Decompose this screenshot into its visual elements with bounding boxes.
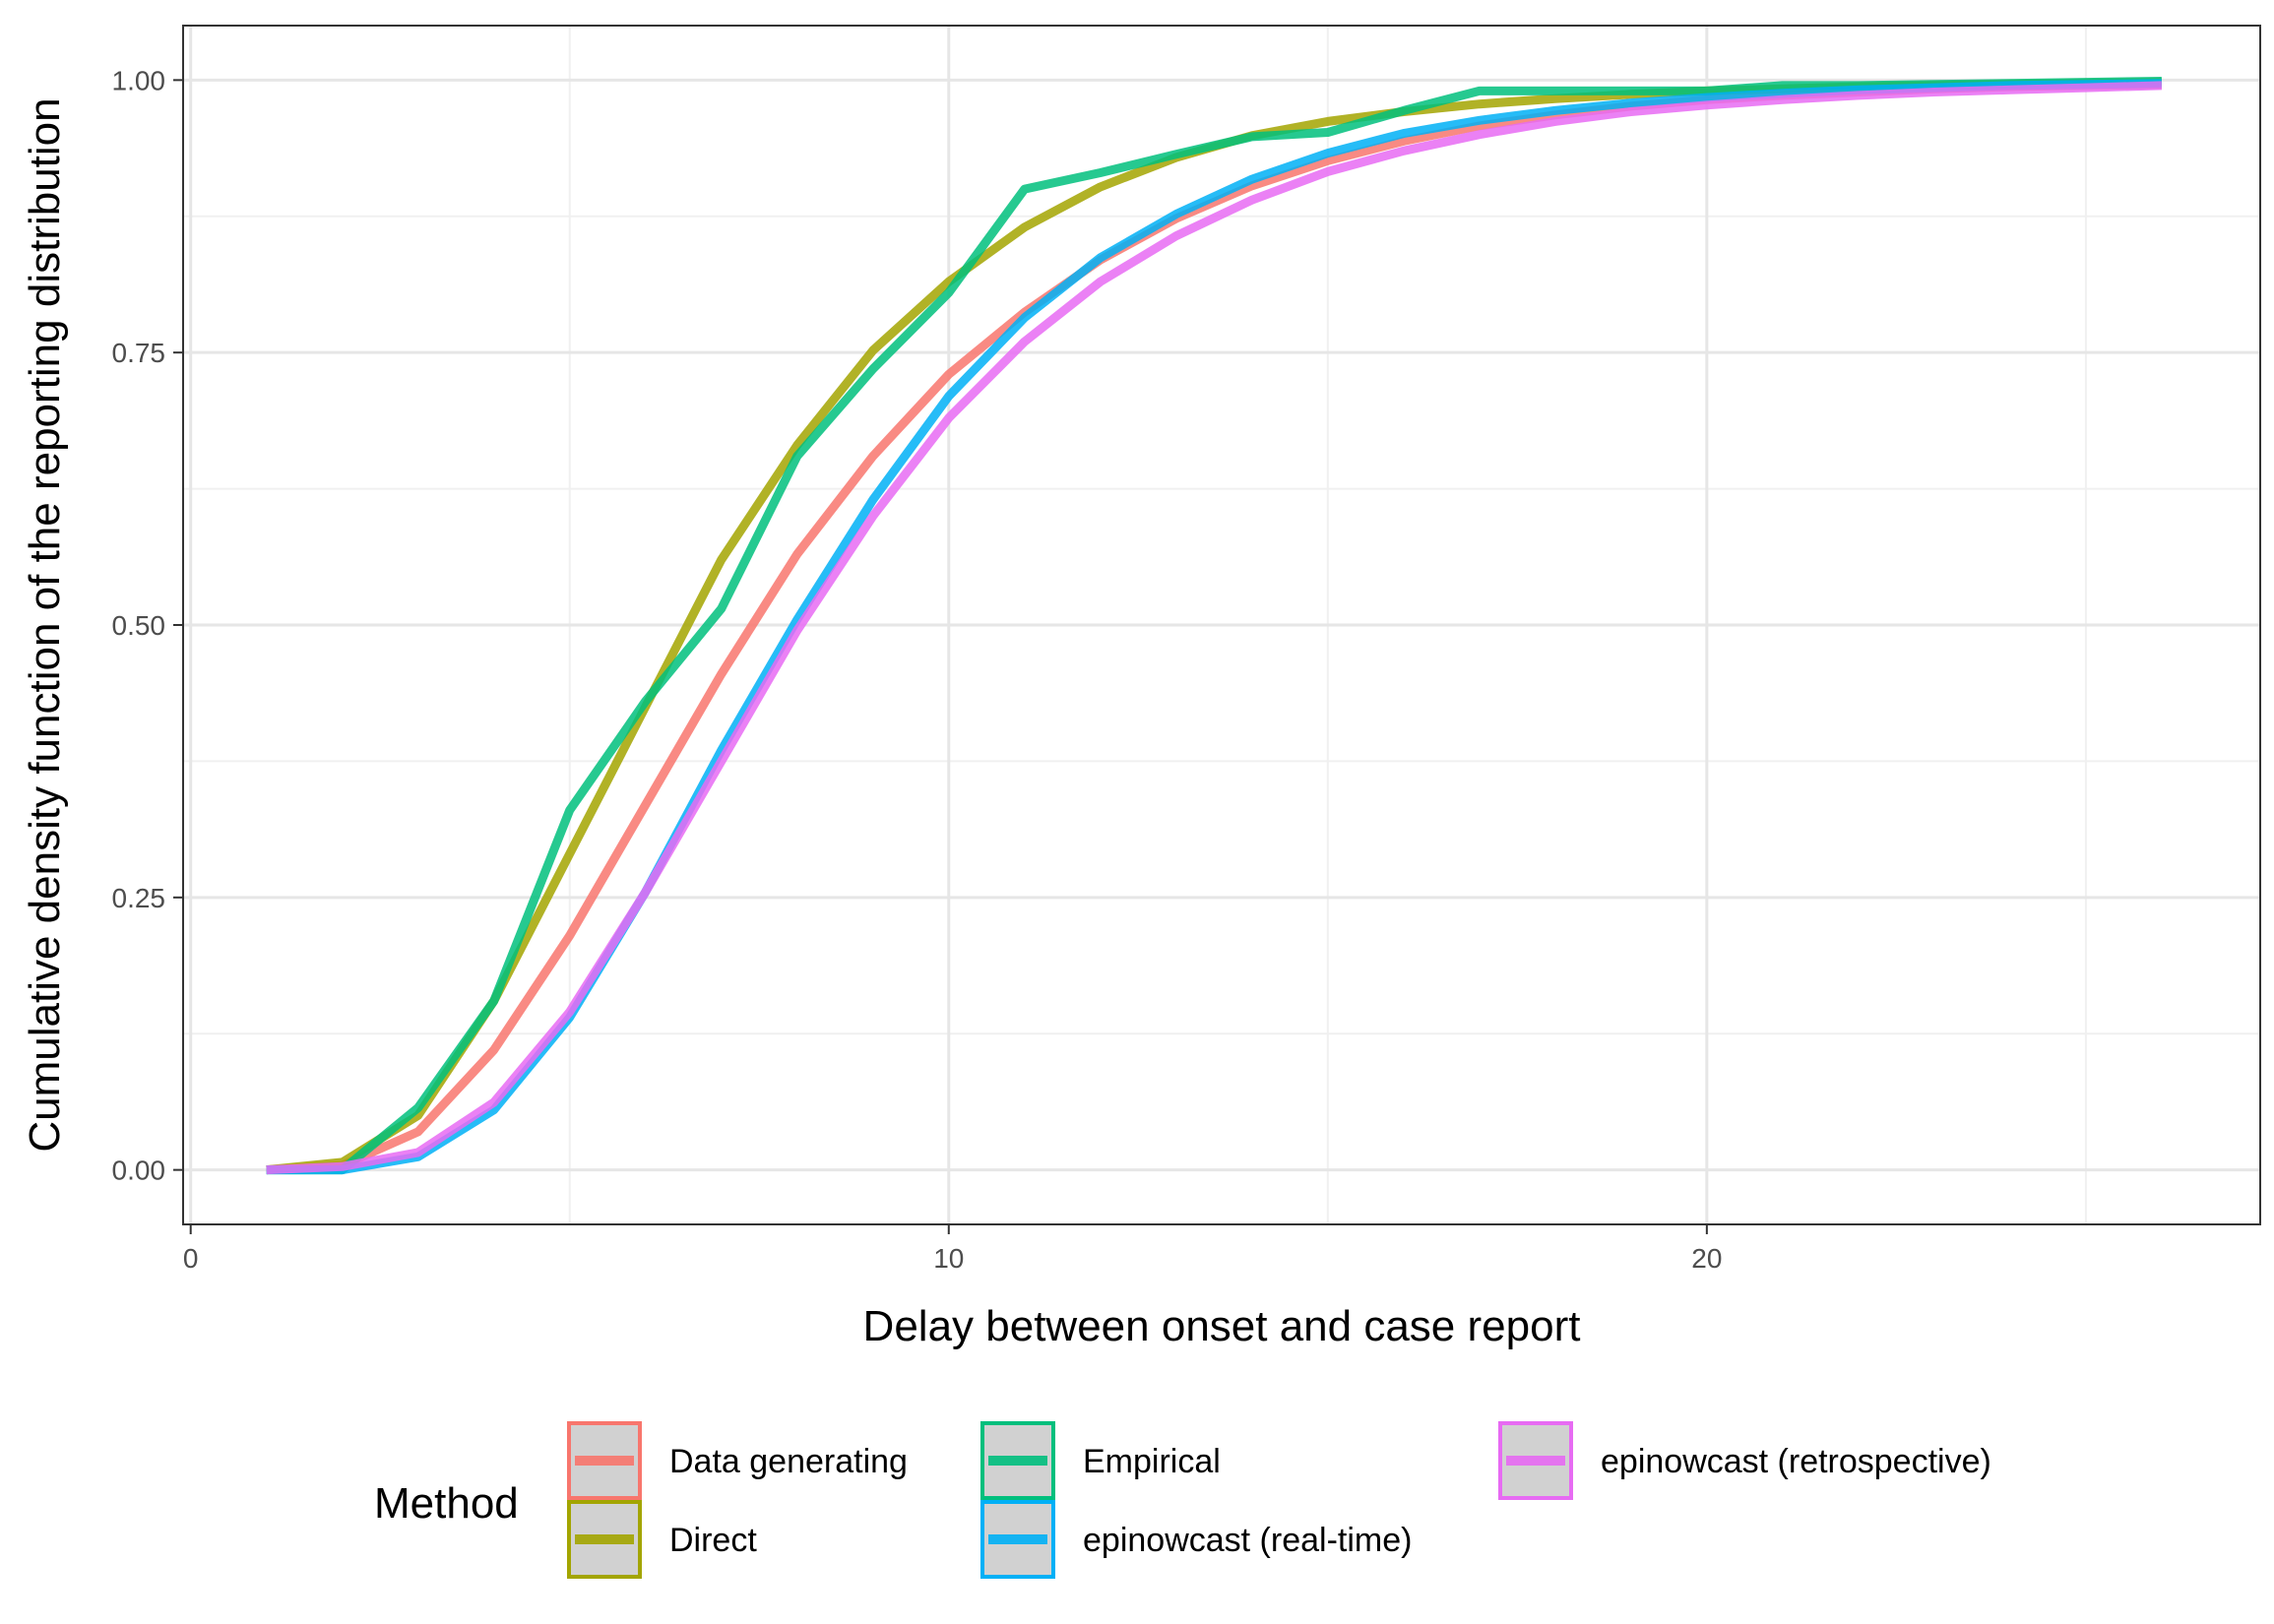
major-gridlines bbox=[183, 26, 2260, 1224]
y-tick-label: 1.00 bbox=[112, 65, 166, 95]
y-tick-labels: 0.00 0.25 0.50 0.75 1.00 bbox=[112, 65, 166, 1185]
legend-label: epinowcast (real-time) bbox=[1083, 1522, 1412, 1559]
x-tick-label: 10 bbox=[933, 1243, 964, 1274]
legend-item-epinowcast-retrospective: epinowcast (retrospective) bbox=[1498, 1421, 1991, 1500]
legend-item-data-generating: Data generating bbox=[567, 1421, 908, 1500]
y-tick-label: 0.25 bbox=[112, 883, 166, 913]
legend: Method Data generating Direct Empirical epi… bbox=[374, 1421, 1991, 1579]
legend-label: Direct bbox=[669, 1522, 757, 1559]
legend-item-direct: Direct bbox=[567, 1500, 757, 1579]
y-tick-label: 0.50 bbox=[112, 610, 166, 641]
x-tick-labels: 0 10 20 bbox=[183, 1243, 1723, 1274]
series-line-epinowcast-retrospective bbox=[266, 81, 2163, 1175]
y-tick-label: 0.00 bbox=[112, 1156, 166, 1186]
y-axis-title: Cumulative density function of the repor… bbox=[21, 97, 69, 1152]
axis-ticks bbox=[173, 79, 1708, 1234]
series-line-empirical bbox=[266, 77, 2162, 1175]
x-tick-label: 0 bbox=[183, 1243, 199, 1274]
x-tick-label: 20 bbox=[1691, 1243, 1722, 1274]
legend-label: Data generating bbox=[669, 1443, 908, 1480]
legend-label: Empirical bbox=[1083, 1443, 1221, 1480]
legend-item-empirical: Empirical bbox=[980, 1421, 1221, 1500]
series-lines bbox=[266, 77, 2163, 1175]
y-tick-label: 0.75 bbox=[112, 338, 166, 368]
legend-item-epinowcast-real-time: epinowcast (real-time) bbox=[980, 1500, 1412, 1579]
legend-label: epinowcast (retrospective) bbox=[1601, 1443, 1991, 1480]
x-axis-title: Delay between onset and case report bbox=[863, 1302, 1581, 1350]
legend-title: Method bbox=[374, 1479, 519, 1528]
